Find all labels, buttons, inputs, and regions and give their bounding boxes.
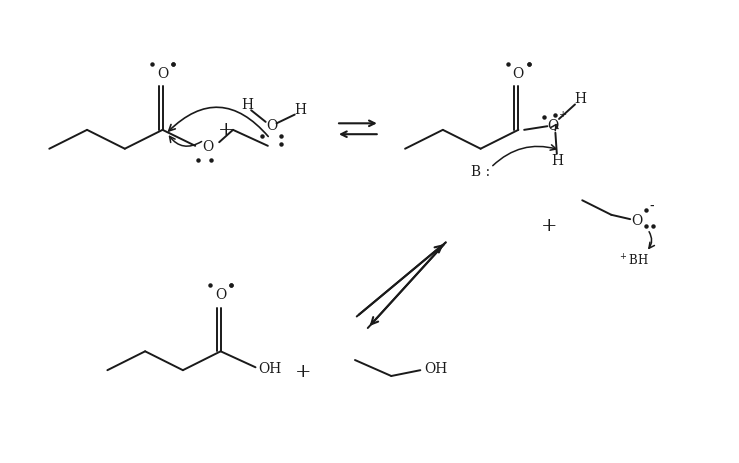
Text: O: O (631, 213, 642, 228)
Text: O: O (202, 140, 214, 154)
Text: H: H (551, 154, 563, 168)
Text: O: O (513, 67, 524, 81)
Text: O: O (548, 119, 559, 133)
Text: OH: OH (425, 362, 448, 376)
Text: H: H (242, 98, 253, 112)
Text: +: + (294, 363, 311, 381)
Text: -: - (649, 200, 653, 212)
Text: OH: OH (259, 363, 282, 376)
Text: O: O (215, 288, 226, 302)
Text: H: H (574, 92, 586, 106)
Text: +: + (217, 121, 234, 139)
Text: H: H (295, 102, 307, 117)
Text: O: O (266, 119, 277, 133)
Text: O: O (157, 67, 168, 81)
Text: +: + (542, 218, 558, 235)
Text: $^+$BH: $^+$BH (618, 253, 649, 268)
Text: +: + (559, 110, 567, 119)
Text: B :: B : (471, 165, 490, 179)
